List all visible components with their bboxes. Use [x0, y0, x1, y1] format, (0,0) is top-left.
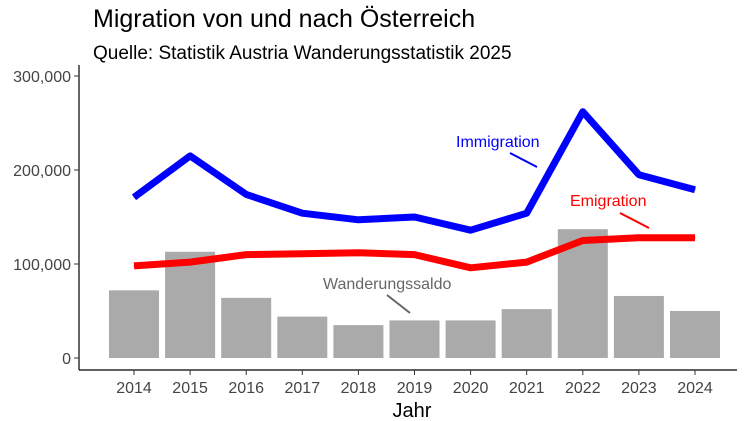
bar-saldo-2020 — [445, 320, 496, 358]
point-emigration-2024 — [694, 237, 696, 239]
point-emigration-2014 — [133, 265, 135, 267]
bar-saldo-2015 — [165, 251, 216, 358]
point-emigration-2018 — [357, 252, 359, 254]
y-tick-label: 300,000 — [13, 69, 71, 86]
point-immigration-2018 — [357, 219, 359, 221]
series-label-emigration: Emigration — [570, 193, 646, 210]
bar-saldo-2022 — [557, 229, 608, 358]
bar-saldo-2023 — [613, 295, 664, 358]
bar-saldo-2014 — [109, 290, 159, 358]
point-emigration-2015 — [189, 261, 191, 263]
bars-layer — [109, 229, 720, 358]
point-immigration-2024 — [694, 189, 696, 191]
bar-saldo-2021 — [501, 309, 552, 358]
x-tick-label-2014: 2014 — [116, 380, 152, 397]
x-tick-label-2019: 2019 — [397, 380, 433, 397]
point-emigration-2017 — [301, 253, 303, 255]
point-immigration-2020 — [470, 229, 472, 231]
series-label-immigration: Immigration — [456, 134, 540, 151]
point-emigration-2016 — [245, 254, 247, 256]
point-immigration-2022 — [582, 111, 584, 113]
bar-saldo-2019 — [389, 320, 440, 358]
bar-saldo-2016 — [221, 297, 272, 358]
x-tick-label-2016: 2016 — [228, 380, 264, 397]
annotations: Immigration Emigration Wanderungssaldo — [323, 134, 650, 314]
saldo-leader-line — [386, 294, 411, 314]
point-immigration-2019 — [414, 216, 415, 218]
point-emigration-2023 — [638, 237, 640, 239]
x-tick-label-2022: 2022 — [565, 380, 601, 397]
x-tick-label-2023: 2023 — [621, 380, 657, 397]
point-immigration-2014 — [133, 196, 135, 198]
y-tick-label: 200,000 — [13, 163, 71, 180]
x-axis-title: Jahr — [393, 400, 432, 421]
point-immigration-2021 — [526, 212, 528, 214]
point-immigration-2017 — [301, 212, 303, 214]
point-emigration-2022 — [582, 240, 584, 241]
x-tick-label-2017: 2017 — [285, 380, 321, 397]
bar-saldo-2024 — [670, 311, 720, 358]
line-immigration — [131, 108, 696, 234]
bar-saldo-2018 — [333, 325, 384, 358]
x-tick-label-2024: 2024 — [677, 380, 713, 397]
bar-label-wanderungssaldo: Wanderungssaldo — [323, 276, 451, 293]
x-tick-label-2015: 2015 — [172, 380, 208, 397]
emigration-leader-line — [619, 212, 650, 229]
point-immigration-2023 — [638, 174, 640, 176]
y-tick-label: 0 — [62, 351, 71, 368]
x-tick-label-2021: 2021 — [509, 380, 545, 397]
point-emigration-2019 — [414, 254, 415, 256]
chart-subtitle: Quelle: Statistik Austria Wanderungsstat… — [93, 43, 512, 64]
chart-title: Migration von und nach Österreich — [93, 5, 475, 33]
point-immigration-2016 — [245, 193, 247, 195]
x-tick-label-2020: 2020 — [453, 380, 489, 397]
immigration-leader-line — [509, 152, 538, 168]
line-emigration — [133, 234, 695, 272]
x-tick-label-2018: 2018 — [341, 380, 377, 397]
axes-layer: 0 100,000 200,000 300,000 2014 2015 2016 2017 20… — [13, 65, 737, 397]
bar-saldo-2017 — [277, 316, 328, 358]
point-emigration-2021 — [526, 261, 528, 263]
point-immigration-2015 — [189, 155, 191, 157]
y-tick-label: 100,000 — [13, 257, 71, 274]
lines-layer — [131, 108, 696, 272]
point-emigration-2020 — [470, 267, 472, 269]
